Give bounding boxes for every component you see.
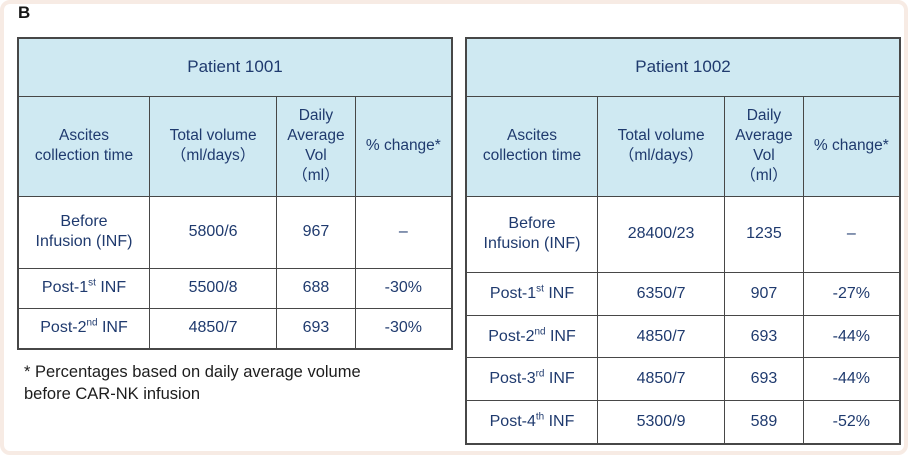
daily-average-vol-cell: 907 (724, 272, 804, 316)
ordinal-superscript: nd (534, 326, 546, 338)
total-volume-cell: 4850/7 (596, 314, 726, 359)
table-row: Post-1st INF 6350/7 907 -27% (465, 272, 901, 316)
table-row: Post-1st INF 5500/8 688 -30% (17, 267, 453, 309)
total-volume-cell: 4850/7 (596, 357, 726, 402)
total-volume-cell: 6350/7 (596, 272, 726, 316)
table-row: Post-4th INF 5300/9 589 -52% (465, 400, 901, 445)
column-header-ascites-time: Ascites collection time (465, 95, 598, 197)
total-volume-cell: 5500/8 (148, 267, 278, 309)
time-label: Post-1 (489, 284, 537, 302)
ordinal-superscript: rd (535, 368, 545, 380)
table-title-row: Patient 1001 (17, 37, 453, 97)
table-row: Before Infusion (INF) 5800/6 967 – (17, 195, 453, 269)
time-label: Post-3 (489, 370, 536, 388)
daily-average-vol-cell: 589 (724, 400, 804, 445)
time-label: Post-2 (488, 327, 535, 345)
table-row: Post-3rd INF 4850/7 693 -44% (465, 357, 901, 402)
column-header-daily-average-vol: Daily Average Vol （ml） (724, 95, 804, 197)
ascites-time-cell: Post-1st INF (465, 272, 598, 316)
total-volume-cell: 5800/6 (148, 195, 278, 269)
table-row: Post-2nd INF 4850/7 693 -30% (17, 307, 453, 350)
time-label: Post-1 (41, 279, 89, 297)
ordinal-superscript: th (535, 411, 545, 423)
column-header-ascites-time: Ascites collection time (17, 95, 150, 197)
column-header-percent-change: % change* (354, 95, 453, 197)
time-label: Post-4 (489, 413, 536, 430)
daily-average-vol-cell: 967 (276, 195, 356, 269)
ascites-table-1001: Patient 1001 Ascites collection time Tot… (17, 37, 453, 350)
time-label-suffix: INF (97, 319, 128, 337)
ascites-time-cell: Post-3rd INF (465, 357, 598, 402)
percent-change-cell: -44% (802, 357, 901, 402)
daily-average-vol-cell: 688 (276, 267, 356, 309)
column-header-percent-change: % change* (802, 95, 901, 197)
ordinal-superscript: st (536, 283, 544, 295)
ascites-time-cell: Before Infusion (INF) (17, 195, 150, 269)
table-title-row: Patient 1002 (465, 37, 901, 97)
percent-change-cell: -44% (802, 314, 901, 359)
percent-change-cell: -30% (354, 267, 453, 309)
table-title: Patient 1001 (17, 37, 453, 97)
daily-average-vol-cell: 1235 (724, 195, 804, 274)
percent-change-cell: – (802, 195, 901, 274)
total-volume-cell: 5300/9 (596, 400, 726, 445)
ascites-time-cell: Post-1st INF (17, 267, 150, 309)
ascites-time-cell: Post-2nd INF (17, 307, 150, 350)
percent-change-cell: -52% (802, 400, 901, 445)
ascites-time-cell: Before Infusion (INF) (465, 195, 598, 274)
daily-average-vol-cell: 693 (724, 314, 804, 359)
time-label: Before Infusion (INF) (483, 215, 581, 253)
column-header-total-volume: Total volume （ml/days） (596, 95, 726, 197)
total-volume-cell: 4850/7 (148, 307, 278, 350)
patient-1001-table: Patient 1001 Ascites collection time Tot… (17, 37, 453, 350)
percent-change-cell: – (354, 195, 453, 269)
time-label-suffix: INF (543, 284, 575, 302)
percent-change-cell: -30% (354, 307, 453, 350)
table-header-row: Ascites collection time Total volume （ml… (465, 95, 901, 197)
table-row: Post-2nd INF 4850/7 693 -44% (465, 314, 901, 359)
time-label: Before Infusion (INF) (35, 213, 133, 251)
ascites-table-1002: Patient 1002 Ascites collection time Tot… (465, 37, 901, 445)
daily-average-vol-cell: 693 (724, 357, 804, 402)
ordinal-superscript: nd (86, 317, 98, 329)
panel-label: B (18, 3, 31, 22)
column-header-total-volume: Total volume （ml/days） (148, 95, 278, 197)
time-label: Post-2 (40, 319, 87, 337)
time-label-suffix: INF (544, 413, 575, 430)
time-label-suffix: INF (95, 279, 127, 297)
patient-1002-table: Patient 1002 Ascites collection time Tot… (465, 37, 901, 445)
time-label-suffix: INF (544, 370, 575, 388)
ascites-time-cell: Post-2nd INF (465, 314, 598, 359)
column-header-daily-average-vol: Daily Average Vol （ml） (276, 95, 356, 197)
footnote: * Percentages based on daily average vol… (24, 363, 361, 403)
percent-change-cell: -27% (802, 272, 901, 316)
daily-average-vol-cell: 693 (276, 307, 356, 350)
time-label-suffix: INF (545, 327, 576, 345)
table-header-row: Ascites collection time Total volume （ml… (17, 95, 453, 197)
ordinal-superscript: st (88, 277, 96, 289)
table-row: Before Infusion (INF) 28400/23 1235 – (465, 195, 901, 274)
total-volume-cell: 28400/23 (596, 195, 726, 274)
table-title: Patient 1002 (465, 37, 901, 97)
ascites-time-cell: Post-4th INF (465, 400, 598, 445)
